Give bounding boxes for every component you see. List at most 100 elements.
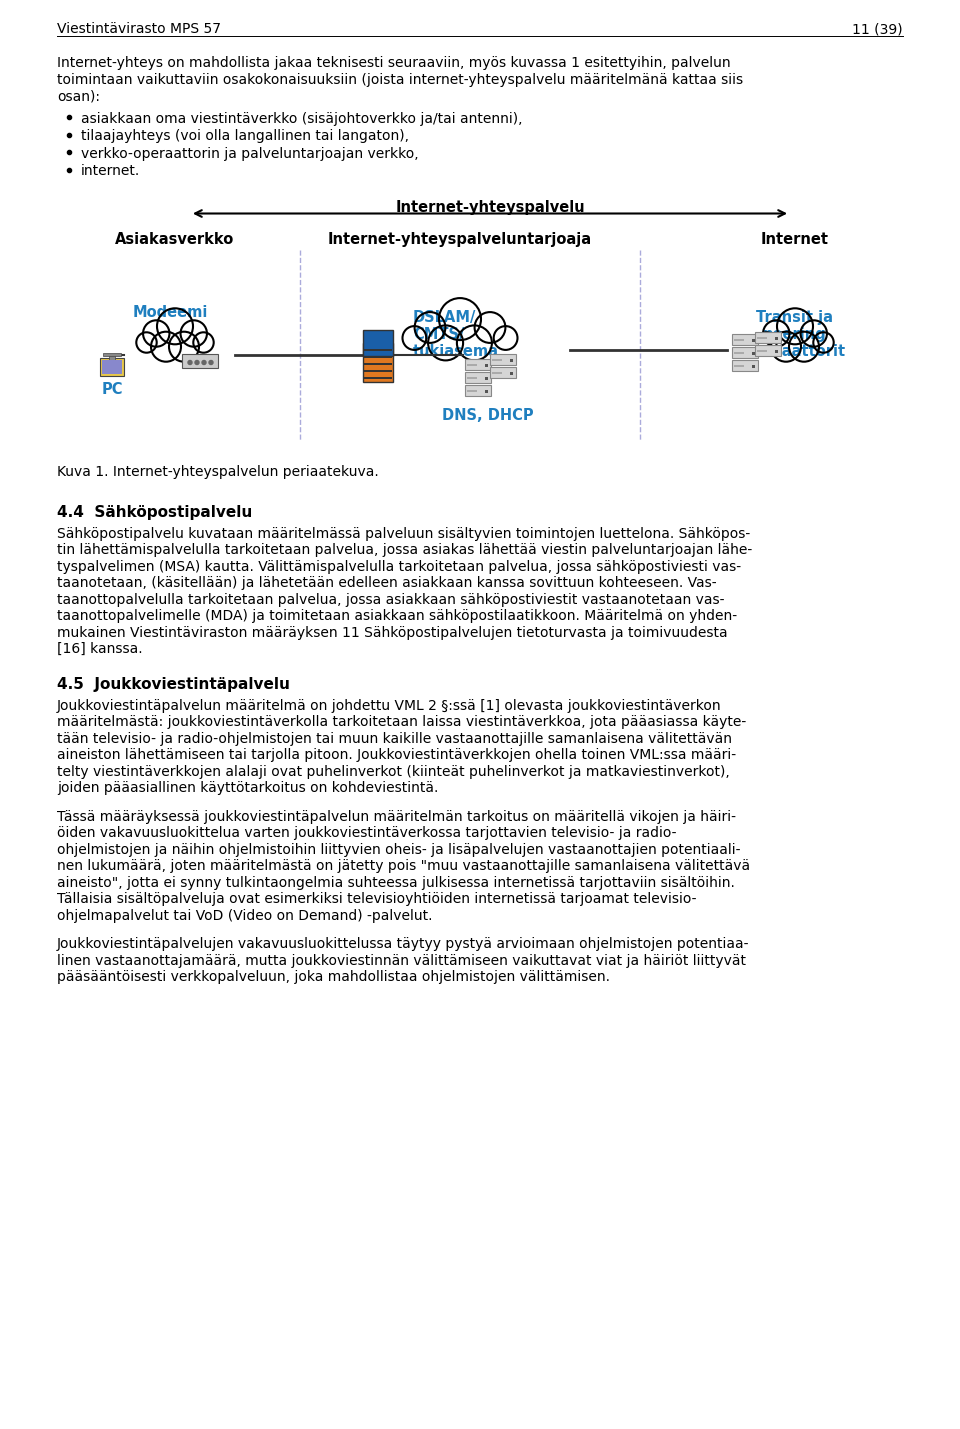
Bar bbox=[734, 364, 744, 366]
Text: telty viestintäverkkojen alalaji ovat puhelinverkot (kiinteät puhelinverkot ja m: telty viestintäverkkojen alalaji ovat pu… bbox=[57, 765, 730, 779]
Bar bbox=[102, 360, 122, 373]
Circle shape bbox=[493, 326, 517, 350]
Text: Sähköpostipalvelu kuvataan määritelmässä palveluun sisältyvien toimintojen luett: Sähköpostipalvelu kuvataan määritelmässä… bbox=[57, 526, 751, 540]
Text: määritelmästä: joukkoviestintäverkolla tarkoitetaan laissa viestintäverkkoa, jot: määritelmästä: joukkoviestintäverkolla t… bbox=[57, 714, 746, 729]
Bar bbox=[775, 336, 778, 340]
Text: mukainen Viestintäviraston määräyksen 11 Sähköpostipalvelujen tietoturvasta ja t: mukainen Viestintäviraston määräyksen 11… bbox=[57, 626, 728, 640]
Text: linen vastaanottajamäärä, mutta joukkoviestinnän välittämiseen vaikuttavat viat : linen vastaanottajamäärä, mutta joukkovi… bbox=[57, 953, 746, 967]
Bar bbox=[364, 363, 392, 364]
Bar bbox=[363, 343, 393, 382]
Bar bbox=[364, 349, 392, 352]
Circle shape bbox=[457, 326, 492, 360]
Circle shape bbox=[402, 326, 426, 350]
Bar bbox=[732, 333, 758, 344]
Circle shape bbox=[188, 360, 192, 364]
Bar bbox=[465, 372, 491, 383]
Text: Transit ja
peering
operaattorit: Transit ja peering operaattorit bbox=[744, 310, 846, 359]
Circle shape bbox=[180, 320, 207, 347]
Text: 4.4  Sähköpostipalvelu: 4.4 Sähköpostipalvelu bbox=[57, 504, 252, 520]
Text: aineiston lähettämiseen tai tarjolla pitoon. Joukkoviestintäverkkojen ohella toi: aineiston lähettämiseen tai tarjolla pit… bbox=[57, 747, 736, 762]
Bar bbox=[492, 359, 502, 360]
Text: 11 (39): 11 (39) bbox=[852, 21, 903, 36]
Bar bbox=[492, 372, 502, 373]
Bar bbox=[109, 353, 115, 360]
Circle shape bbox=[151, 332, 181, 362]
Text: toimintaan vaikuttaviin osakokonaisuuksiin (joista internet-yhteyspalvelu määrit: toimintaan vaikuttaviin osakokonaisuuksi… bbox=[57, 73, 743, 87]
Bar bbox=[746, 346, 844, 362]
Bar bbox=[752, 352, 755, 354]
Text: taanottopalvelimelle (MDA) ja toimitetaan asiakkaan sähköpostilaatikkoon. Määrit: taanottopalvelimelle (MDA) ja toimitetaa… bbox=[57, 609, 737, 623]
Text: Internet: Internet bbox=[761, 231, 829, 246]
Bar bbox=[757, 350, 767, 352]
Text: [16] kanssa.: [16] kanssa. bbox=[57, 642, 143, 656]
Text: tin lähettämispalvelulla tarkoitetaan palvelua, jossa asiakas lähettää viestin p: tin lähettämispalvelulla tarkoitetaan pa… bbox=[57, 543, 753, 557]
Circle shape bbox=[157, 309, 193, 344]
Bar bbox=[100, 357, 124, 376]
Circle shape bbox=[813, 333, 833, 353]
Bar bbox=[734, 339, 744, 340]
Text: Tällaisia sisältöpalveluja ovat esimerkiksi televisioyhtiöiden internetissä tarj: Tällaisia sisältöpalveluja ovat esimerki… bbox=[57, 892, 697, 906]
Circle shape bbox=[756, 333, 777, 353]
Text: Tässä määräyksessä joukkoviestintäpalvelun määritelmän tarkoitus on määritellä v: Tässä määräyksessä joukkoviestintäpalvel… bbox=[57, 809, 736, 823]
Bar bbox=[752, 339, 755, 342]
Text: tyspalvelimen (MSA) kautta. Välittämispalvelulla tarkoitetaan palvelua, jossa sä: tyspalvelimen (MSA) kautta. Välittämispa… bbox=[57, 560, 741, 573]
Bar bbox=[490, 353, 516, 364]
Bar bbox=[732, 360, 758, 370]
Circle shape bbox=[209, 360, 213, 364]
Text: asiakkaan oma viestintäverkko (sisäjohtoverkko ja/tai antenni),: asiakkaan oma viestintäverkko (sisäjohto… bbox=[81, 111, 522, 126]
Circle shape bbox=[136, 333, 156, 353]
Text: taanottopalvelulla tarkoitetaan palvelua, jossa asiakkaan sähköpostiviestit vast: taanottopalvelulla tarkoitetaan palvelua… bbox=[57, 593, 725, 606]
Circle shape bbox=[169, 332, 199, 362]
Bar bbox=[732, 346, 758, 357]
Text: taanotetaan, (käsitellään) ja lähetetään edelleen asiakkaan kanssa sovittuun koh: taanotetaan, (käsitellään) ja lähetetään… bbox=[57, 576, 716, 590]
Bar bbox=[734, 352, 744, 353]
Bar bbox=[752, 364, 755, 367]
Text: verkko-operaattorin ja palveluntarjoajan verkko,: verkko-operaattorin ja palveluntarjoajan… bbox=[81, 147, 419, 160]
Text: tilaajayhteys (voi olla langallinen tai langaton),: tilaajayhteys (voi olla langallinen tai … bbox=[81, 129, 409, 143]
Bar bbox=[467, 390, 477, 392]
Circle shape bbox=[771, 332, 801, 362]
Text: tään televisio- ja radio-ohjelmistojen tai muun kaikille vastaanottajille samanl: tään televisio- ja radio-ohjelmistojen t… bbox=[57, 732, 732, 746]
Circle shape bbox=[193, 333, 214, 353]
Text: Viestintävirasto MPS 57: Viestintävirasto MPS 57 bbox=[57, 21, 221, 36]
Circle shape bbox=[428, 326, 463, 360]
Bar bbox=[757, 336, 767, 339]
Text: DNS, DHCP: DNS, DHCP bbox=[443, 407, 534, 423]
Text: aineisto", jotta ei synny tulkintaongelmia suhteessa julkisessa internetissä tar: aineisto", jotta ei synny tulkintaongelm… bbox=[57, 876, 734, 889]
Circle shape bbox=[143, 320, 170, 347]
Bar bbox=[182, 353, 218, 367]
Circle shape bbox=[474, 312, 505, 343]
Text: joiden pääasiallinen käyttötarkoitus on kohdeviestintä.: joiden pääasiallinen käyttötarkoitus on … bbox=[57, 782, 439, 795]
Bar bbox=[363, 330, 393, 356]
Bar bbox=[490, 366, 516, 377]
Bar bbox=[485, 376, 488, 380]
Text: Internet-yhteyspalveluntarjoaja: Internet-yhteyspalveluntarjoaja bbox=[328, 231, 592, 246]
Text: ohjelmistojen ja näihin ohjelmistoihin liittyvien oheis- ja lisäpalvelujen vasta: ohjelmistojen ja näihin ohjelmistoihin l… bbox=[57, 843, 740, 856]
Bar bbox=[364, 356, 392, 359]
Text: internet.: internet. bbox=[81, 164, 140, 179]
Bar bbox=[364, 370, 392, 372]
Text: nen lukumäärä, joten määritelmästä on jätetty pois "muu vastaanottajille samanla: nen lukumäärä, joten määritelmästä on jä… bbox=[57, 859, 750, 873]
Text: Joukkoviestintäpalvelun määritelmä on johdettu VML 2 §:ssä [1] olevasta joukkovi: Joukkoviestintäpalvelun määritelmä on jo… bbox=[57, 699, 722, 713]
Circle shape bbox=[415, 312, 445, 343]
Text: pääsääntöisesti verkkopalveluun, joka mahdollistaa ohjelmistojen välittämisen.: pääsääntöisesti verkkopalveluun, joka ma… bbox=[57, 970, 610, 985]
Bar bbox=[465, 359, 491, 370]
Text: ohjelmapalvelut tai VoD (Video on Demand) -palvelut.: ohjelmapalvelut tai VoD (Video on Demand… bbox=[57, 909, 433, 923]
Text: Kuva 1. Internet-yhteyspalvelun periaatekuva.: Kuva 1. Internet-yhteyspalvelun periaate… bbox=[57, 464, 379, 479]
Bar bbox=[485, 390, 488, 393]
Bar bbox=[510, 372, 513, 374]
Circle shape bbox=[195, 360, 199, 364]
Text: 4.5  Joukkoviestintäpalvelu: 4.5 Joukkoviestintäpalvelu bbox=[57, 676, 290, 692]
Bar bbox=[467, 363, 477, 366]
Bar bbox=[510, 359, 513, 362]
Bar bbox=[364, 377, 392, 379]
Text: Joukkoviestintäpalvelujen vakavuusluokittelussa täytyy pystyä arvioimaan ohjelmi: Joukkoviestintäpalvelujen vakavuusluokit… bbox=[57, 937, 750, 952]
Bar bbox=[465, 384, 491, 396]
Text: osan):: osan): bbox=[57, 89, 100, 103]
Circle shape bbox=[439, 299, 481, 340]
Bar bbox=[755, 344, 781, 356]
Circle shape bbox=[763, 320, 789, 347]
Bar bbox=[485, 363, 488, 366]
Circle shape bbox=[801, 320, 827, 347]
Bar bbox=[382, 342, 538, 360]
